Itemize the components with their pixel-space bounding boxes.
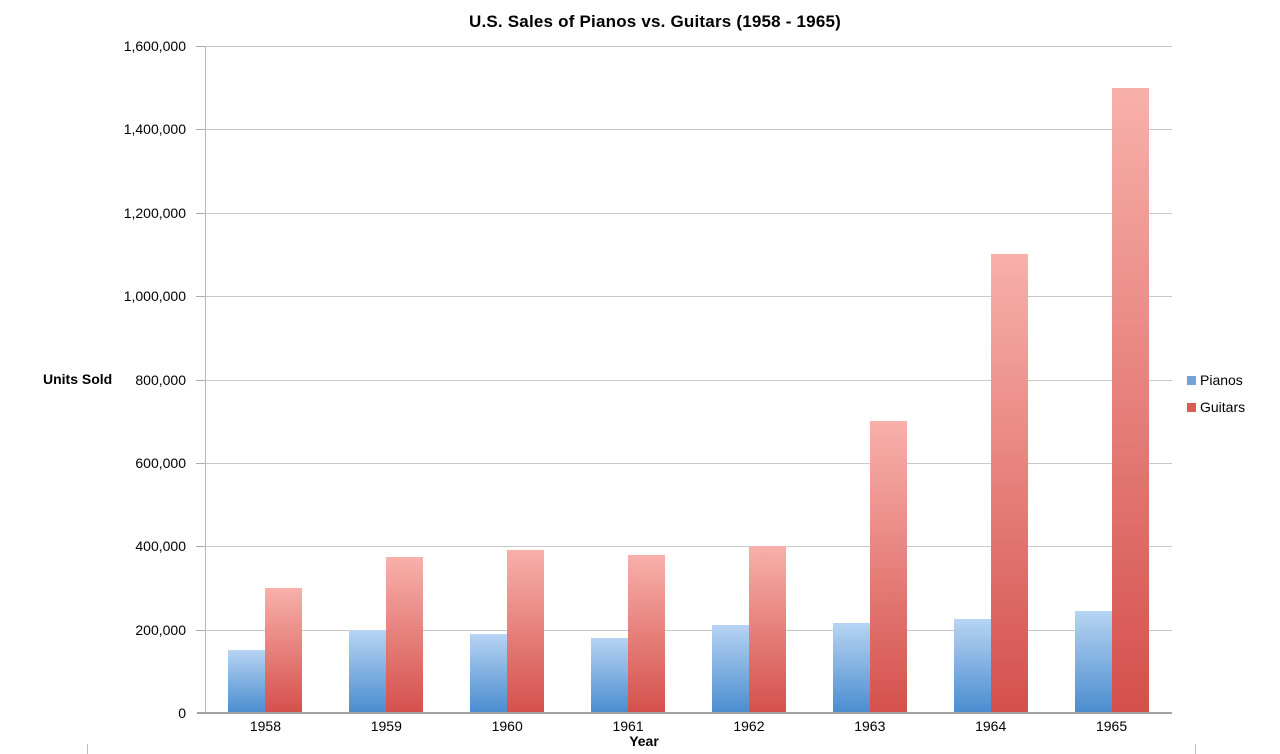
- gridline-1400000: [205, 129, 1172, 131]
- gridline-1600000: [205, 46, 1172, 47]
- bar-guitars-1960: [507, 550, 545, 713]
- bar-pianos-1958: [228, 650, 266, 713]
- bar-guitars-1962: [748, 546, 786, 713]
- gridline-400000: [205, 546, 1172, 548]
- y-tick-mark: [196, 296, 205, 298]
- bar-group-1959: [326, 46, 447, 713]
- bar-guitars-1964: [990, 254, 1028, 713]
- y-axis-line: [205, 46, 206, 713]
- x-tick-label-1964: 1964: [975, 718, 1007, 734]
- gridline-600000: [205, 462, 1172, 464]
- x-tick-label-1959: 1959: [370, 718, 402, 734]
- y-tick-label-0: 0: [178, 705, 186, 721]
- frame-tick-right: [1195, 744, 1196, 754]
- y-tick-mark: [196, 46, 205, 47]
- y-tick-label-1000000: 1,000,000: [123, 288, 186, 305]
- bar-pianos-1965: [1074, 610, 1112, 713]
- gridline-1000000: [205, 296, 1172, 298]
- legend-swatch-guitars: [1187, 402, 1196, 412]
- y-tick-mark: [196, 546, 205, 548]
- x-tick-label-1958: 1958: [249, 718, 282, 734]
- gridline-200000: [205, 629, 1172, 631]
- x-axis-title: Year: [629, 733, 659, 749]
- plot-area: [197, 46, 1172, 714]
- bar-guitars-1963: [869, 421, 907, 713]
- y-tick-label-800000: 800,000: [135, 371, 186, 388]
- x-tick-label-1963: 1963: [854, 718, 886, 734]
- bar-group-1958: [205, 46, 326, 713]
- x-axis-line: [197, 712, 1172, 714]
- y-tick-label-1400000: 1,400,000: [123, 121, 186, 138]
- bar-guitars-1959: [386, 556, 424, 713]
- bar-pianos-1961: [591, 637, 629, 713]
- bar-pianos-1962: [711, 625, 749, 713]
- y-tick-label-400000: 400,000: [135, 538, 186, 555]
- y-tick-mark: [196, 129, 205, 131]
- bar-group-1964: [930, 46, 1051, 713]
- x-tick-label-1965: 1965: [1095, 718, 1128, 734]
- bar-guitars-1958: [265, 587, 303, 713]
- bar-group-1960: [447, 46, 568, 713]
- gridline-800000: [205, 379, 1172, 381]
- legend: Pianos Guitars: [1187, 372, 1245, 426]
- y-tick-mark: [196, 212, 205, 214]
- gridline-1200000: [205, 212, 1172, 214]
- y-tick-label-200000: 200,000: [135, 621, 186, 638]
- bar-pianos-1964: [953, 619, 991, 713]
- x-tick-label-1961: 1961: [612, 718, 644, 734]
- bar-pianos-1963: [832, 623, 870, 713]
- bar-group-1965: [1051, 46, 1172, 713]
- y-tick-mark: [196, 462, 205, 464]
- y-tick-label-600000: 600,000: [135, 454, 186, 471]
- x-tick-label-1962: 1962: [733, 718, 765, 734]
- y-tick-mark: [196, 629, 205, 631]
- bar-pianos-1960: [470, 633, 508, 713]
- frame-tick-left: [87, 744, 88, 754]
- y-tick-mark: [196, 379, 205, 381]
- legend-item-pianos: Pianos: [1187, 372, 1245, 388]
- chart-title: U.S. Sales of Pianos vs. Guitars (1958 -…: [468, 12, 842, 31]
- legend-label-guitars: Guitars: [1200, 399, 1246, 415]
- y-axis-title: Units Sold: [43, 371, 113, 387]
- bar-group-1963: [809, 46, 930, 713]
- legend-label-pianos: Pianos: [1200, 372, 1243, 388]
- bar-guitars-1961: [628, 554, 666, 713]
- x-axis-labels: 1958 1959 1960 1961 1962 1963 1964 1965: [205, 718, 1172, 734]
- y-tick-label-1200000: 1,200,000: [123, 204, 186, 221]
- bar-pianos-1959: [349, 629, 387, 713]
- bar-group-1962: [689, 46, 810, 713]
- x-tick-label-1960: 1960: [491, 718, 523, 734]
- legend-item-guitars: Guitars: [1187, 399, 1245, 415]
- legend-swatch-pianos: [1187, 375, 1196, 385]
- y-tick-label-1600000: 1,600,000: [123, 38, 186, 54]
- bar-group-1961: [568, 46, 689, 713]
- bar-guitars-1965: [1111, 87, 1149, 713]
- bar-groups: [205, 46, 1172, 713]
